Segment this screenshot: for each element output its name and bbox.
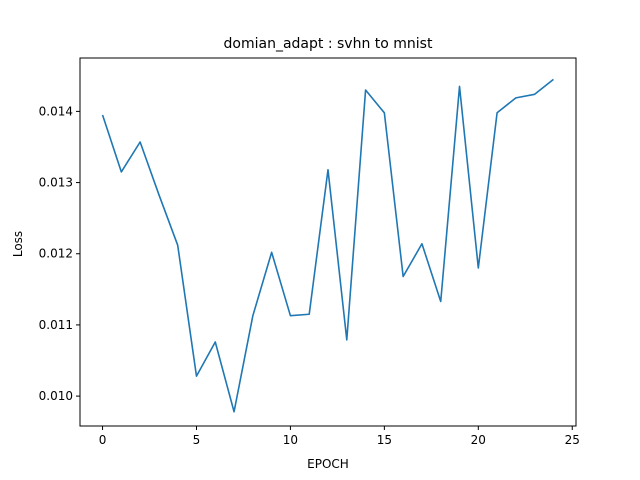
x-tick-label: 25 xyxy=(565,433,580,447)
data-point xyxy=(308,313,310,315)
data-point xyxy=(553,79,555,81)
y-tick-label: 0.011 xyxy=(39,318,73,332)
data-point xyxy=(534,94,536,96)
data-point xyxy=(496,112,498,114)
data-point xyxy=(271,252,273,254)
data-point xyxy=(459,86,461,88)
x-tick-label: 5 xyxy=(193,433,201,447)
data-point xyxy=(196,375,198,377)
data-point xyxy=(515,97,517,99)
y-tick-label: 0.012 xyxy=(39,247,73,261)
plot-frame xyxy=(79,57,577,427)
data-point xyxy=(478,267,480,269)
y-tick-label: 0.013 xyxy=(39,176,73,190)
data-point xyxy=(121,171,123,173)
chart-title: domian_adapt : svhn to mnist xyxy=(224,36,433,52)
y-axis: 0.010 0.011 0.012 0.013 0.014 xyxy=(39,104,80,403)
y-tick-label: 0.010 xyxy=(39,389,73,403)
data-point xyxy=(252,315,254,317)
data-point xyxy=(290,315,292,317)
data-point xyxy=(365,89,367,91)
x-tick-label: 10 xyxy=(283,433,298,447)
x-tick-label: 20 xyxy=(471,433,486,447)
x-axis: 0 5 10 15 20 25 xyxy=(99,426,580,447)
data-point xyxy=(233,411,235,413)
data-point xyxy=(327,169,329,171)
y-axis-label: Loss xyxy=(11,231,25,257)
data-point xyxy=(402,276,404,278)
y-tick-label: 0.014 xyxy=(39,104,73,118)
data-point xyxy=(139,141,141,143)
data-point xyxy=(346,339,348,341)
plot-area xyxy=(101,78,555,413)
data-point xyxy=(384,112,386,114)
data-point xyxy=(177,244,179,246)
data-point xyxy=(102,114,104,116)
x-tick-label: 15 xyxy=(377,433,392,447)
x-axis-label: EPOCH xyxy=(307,457,349,471)
data-point xyxy=(421,243,423,245)
data-point xyxy=(440,301,442,303)
x-tick-label: 0 xyxy=(99,433,107,447)
series-line xyxy=(101,78,554,413)
data-point xyxy=(214,341,216,343)
data-point xyxy=(158,194,160,196)
